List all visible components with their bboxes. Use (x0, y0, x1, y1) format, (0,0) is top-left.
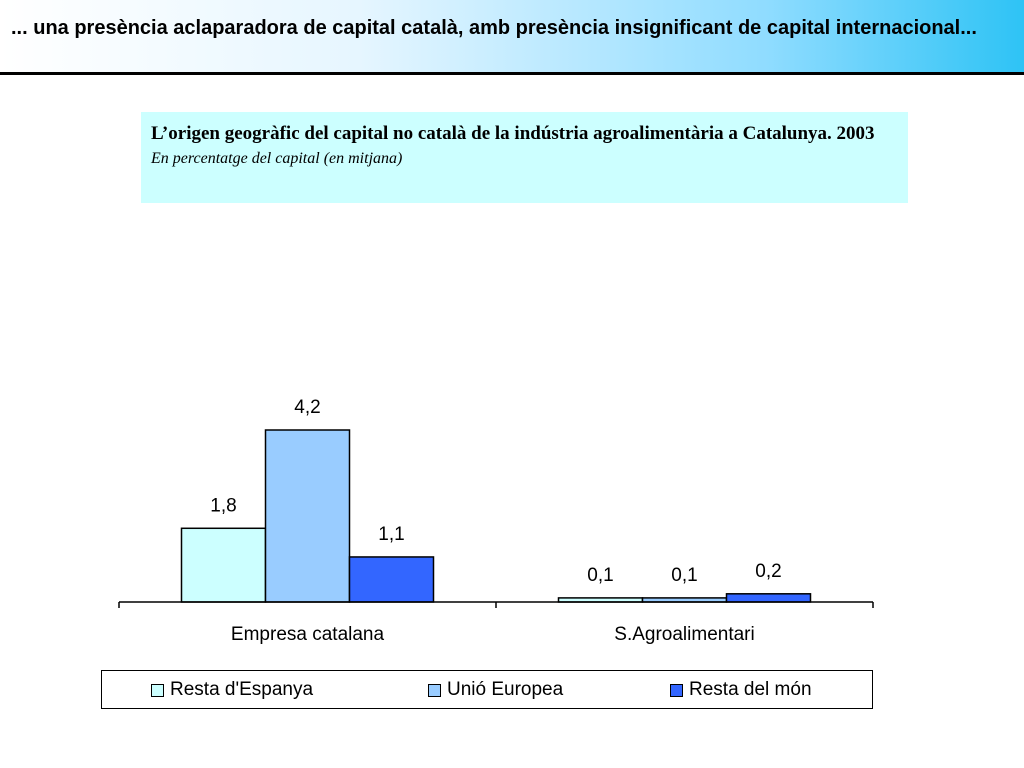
bar-2-0 (348, 556, 435, 603)
header-text: ... una presència aclaparadora de capita… (11, 17, 977, 39)
legend-swatch-unio-europea (428, 683, 441, 697)
data-label-1-1: 0,1 (671, 565, 697, 586)
legend-label-unio-europea: Unió Europea (447, 679, 564, 700)
bar-0-0 (180, 527, 267, 603)
data-label-2-0: 1,1 (378, 524, 404, 545)
legend-label-resta-espanya: Resta d'Espanya (170, 679, 314, 700)
data-label-2-1: 0,2 (755, 561, 781, 582)
legend-label-resta-mon: Resta del món (689, 679, 812, 700)
chart-title-box: L’origen geogràfic del capital no català… (141, 112, 908, 203)
x-tick-label-1: S.Agroalimentari (614, 624, 754, 645)
chart-subtitle: En percentatge del capital (en mitjana) (151, 150, 403, 167)
data-label-1-0: 4,2 (294, 397, 320, 418)
legend-item-resta-espanya: Resta d'Espanya (151, 679, 314, 700)
bar-2-1 (725, 593, 812, 603)
legend-swatch-resta-espanya (151, 683, 164, 697)
legend-swatch-resta-mon (670, 683, 683, 697)
chart-legend: Resta d'Espanya Unió Europea Resta del m… (101, 670, 873, 709)
legend-item-resta-mon: Resta del món (670, 679, 812, 700)
chart-title: L’origen geogràfic del capital no català… (151, 123, 875, 144)
bar-1-0 (264, 429, 351, 603)
data-label-0-0: 1,8 (210, 495, 236, 516)
slide-header: ... una presència aclaparadora de capita… (0, 0, 1024, 75)
x-tick-label-0: Empresa catalana (231, 624, 385, 645)
legend-item-unio-europea: Unió Europea (428, 679, 564, 700)
data-label-0-1: 0,1 (587, 565, 613, 586)
